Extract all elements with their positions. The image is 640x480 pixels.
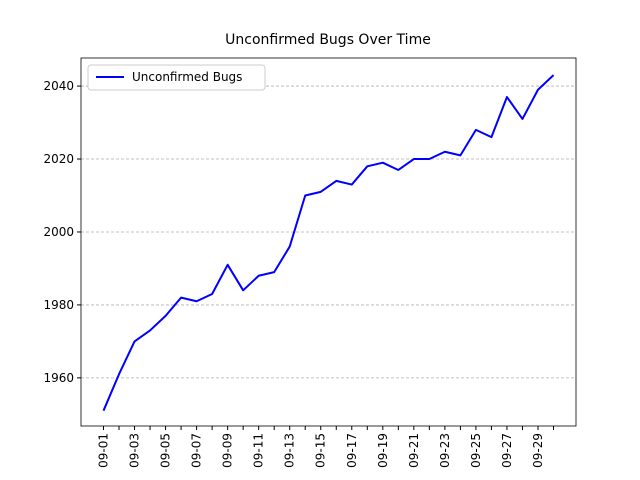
y-tick-label: 2040 — [43, 79, 74, 93]
plot-frame — [80, 57, 577, 427]
line — [102, 74, 555, 412]
chart-title: Unconfirmed Bugs Over Time — [225, 32, 431, 48]
x-tick-label: 09-29 — [531, 433, 545, 468]
x-tick-label: 09-19 — [376, 433, 390, 468]
y-tick-label: 1960 — [43, 371, 74, 385]
x-tick-label: 09-01 — [97, 433, 111, 468]
y-tick-label: 2020 — [43, 152, 74, 166]
x-tick-label: 09-21 — [407, 433, 421, 468]
x-tick-label: 09-03 — [128, 433, 142, 468]
legend-label: Unconfirmed Bugs — [132, 70, 242, 84]
x-tick-label: 09-15 — [314, 433, 328, 468]
x-tick-label: 09-05 — [159, 433, 173, 468]
legend-frame — [87, 64, 266, 91]
x-tick-label: 09-11 — [252, 433, 266, 468]
x-tick-label: 09-23 — [438, 433, 452, 468]
y-tick-label: 2000 — [43, 225, 74, 239]
x-tick-label: 09-17 — [345, 433, 359, 468]
y-tick-label: 1980 — [43, 298, 74, 312]
x-tick-label: 09-09 — [221, 433, 235, 468]
x-tick-label: 09-25 — [469, 433, 483, 468]
x-tick-label: 09-27 — [500, 433, 514, 468]
x-tick-label: 09-07 — [190, 433, 204, 468]
x-tick-label: 09-13 — [283, 433, 297, 468]
